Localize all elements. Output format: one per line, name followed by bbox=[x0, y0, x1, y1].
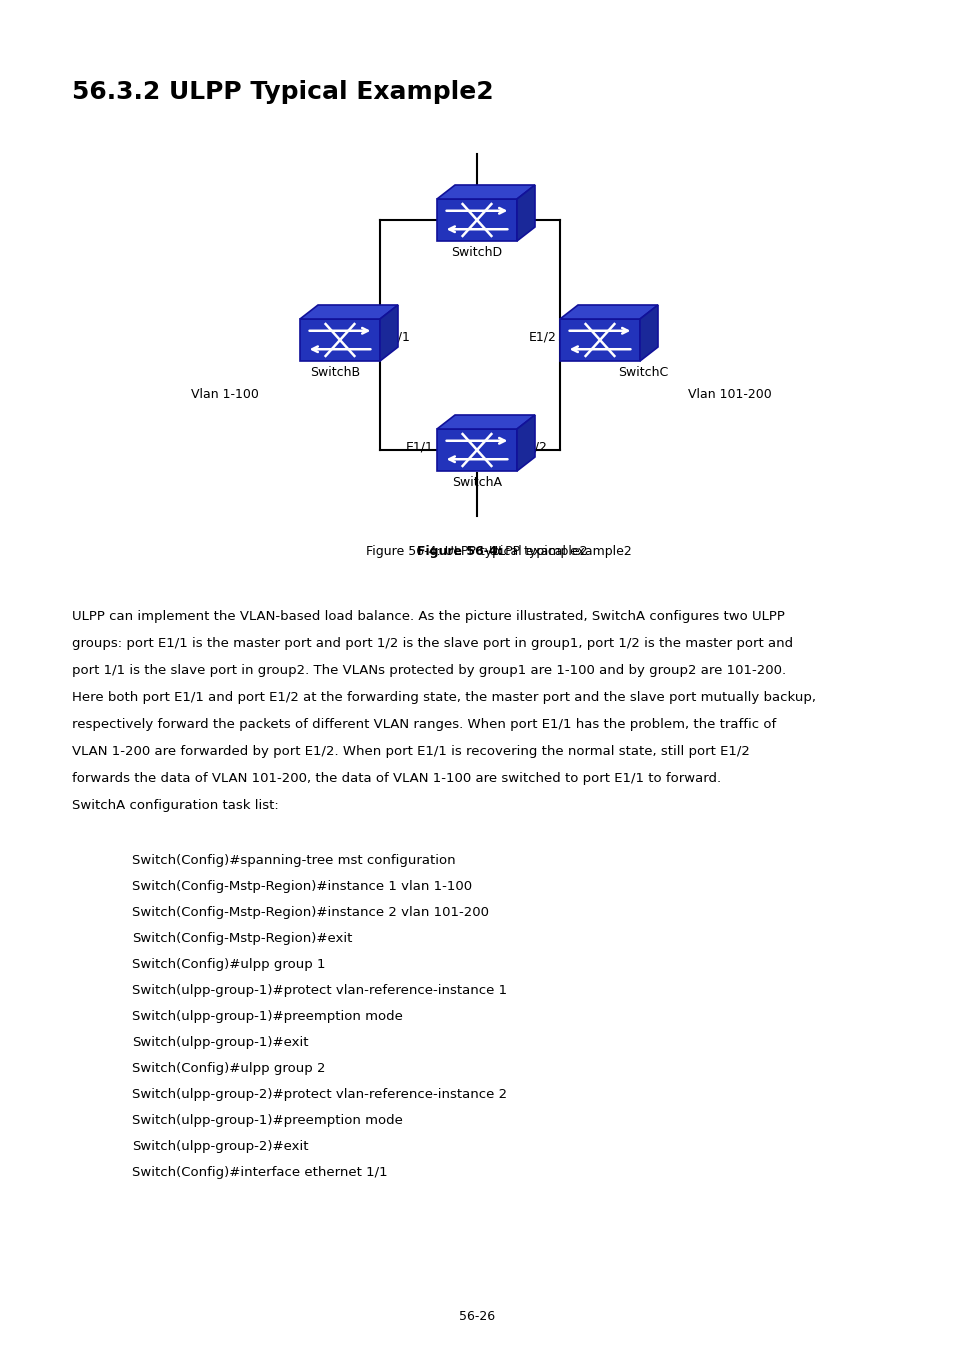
Text: E1/2: E1/2 bbox=[519, 440, 547, 454]
Polygon shape bbox=[436, 185, 535, 198]
Polygon shape bbox=[436, 198, 517, 242]
Text: Switch(Config-Mstp-Region)#exit: Switch(Config-Mstp-Region)#exit bbox=[132, 931, 352, 945]
Text: Switch(ulpp-group-1)#exit: Switch(ulpp-group-1)#exit bbox=[132, 1035, 308, 1049]
Text: Switch(ulpp-group-2)#protect vlan-reference-instance 2: Switch(ulpp-group-2)#protect vlan-refere… bbox=[132, 1088, 507, 1102]
Text: port 1/1 is the slave port in group2. The VLANs protected by group1 are 1-100 an: port 1/1 is the slave port in group2. Th… bbox=[71, 664, 785, 676]
Text: Switch(ulpp-group-2)#exit: Switch(ulpp-group-2)#exit bbox=[132, 1139, 308, 1153]
Text: SwitchA: SwitchA bbox=[452, 477, 501, 489]
Text: Switch(Config-Mstp-Region)#instance 2 vlan 101-200: Switch(Config-Mstp-Region)#instance 2 vl… bbox=[132, 906, 489, 919]
Text: Vlan 101-200: Vlan 101-200 bbox=[687, 389, 771, 401]
Text: ULPP can implement the VLAN-based load balance. As the picture illustrated, Swit: ULPP can implement the VLAN-based load b… bbox=[71, 610, 784, 622]
Text: SwitchC: SwitchC bbox=[618, 366, 667, 379]
Text: 56-26: 56-26 bbox=[458, 1310, 495, 1323]
Text: Switch(Config-Mstp-Region)#instance 1 vlan 1-100: Switch(Config-Mstp-Region)#instance 1 vl… bbox=[132, 880, 472, 892]
Text: Here both port E1/1 and port E1/2 at the forwarding state, the master port and t: Here both port E1/1 and port E1/2 at the… bbox=[71, 691, 815, 703]
Polygon shape bbox=[436, 414, 535, 429]
Text: SwitchA configuration task list:: SwitchA configuration task list: bbox=[71, 799, 278, 811]
Text: Switch(ulpp-group-1)#preemption mode: Switch(ulpp-group-1)#preemption mode bbox=[132, 1114, 402, 1127]
Text: E1/1: E1/1 bbox=[406, 440, 434, 454]
Polygon shape bbox=[299, 319, 379, 360]
Polygon shape bbox=[559, 319, 639, 360]
Text: forwards the data of VLAN 101-200, the data of VLAN 1-100 are switched to port E: forwards the data of VLAN 101-200, the d… bbox=[71, 772, 720, 784]
Polygon shape bbox=[379, 305, 397, 360]
Text: Figure 56-4: ULPP typical example2: Figure 56-4: ULPP typical example2 bbox=[366, 545, 587, 558]
Text: Switch(Config)#spanning-tree mst configuration: Switch(Config)#spanning-tree mst configu… bbox=[132, 855, 456, 867]
Text: respectively forward the packets of different VLAN ranges. When port E1/1 has th: respectively forward the packets of diff… bbox=[71, 718, 776, 730]
Text: 56.3.2 ULPP Typical Example2: 56.3.2 ULPP Typical Example2 bbox=[71, 80, 493, 104]
Text: SwitchD: SwitchD bbox=[451, 246, 502, 259]
Text: E1/1: E1/1 bbox=[382, 331, 411, 343]
Text: Vlan 1-100: Vlan 1-100 bbox=[191, 389, 258, 401]
Polygon shape bbox=[639, 305, 658, 360]
Text: SwitchB: SwitchB bbox=[310, 366, 359, 379]
Text: E1/2: E1/2 bbox=[529, 331, 557, 343]
Polygon shape bbox=[559, 305, 658, 319]
Text: Switch(ulpp-group-1)#preemption mode: Switch(ulpp-group-1)#preemption mode bbox=[132, 1010, 402, 1023]
Text: Figure 56-4:: Figure 56-4: bbox=[416, 545, 502, 558]
Text: groups: port E1/1 is the master port and port 1/2 is the slave port in group1, p: groups: port E1/1 is the master port and… bbox=[71, 637, 792, 649]
Polygon shape bbox=[517, 414, 535, 471]
Text: VLAN 1-200 are forwarded by port E1/2. When port E1/1 is recovering the normal s: VLAN 1-200 are forwarded by port E1/2. W… bbox=[71, 745, 749, 757]
Polygon shape bbox=[517, 185, 535, 242]
Polygon shape bbox=[299, 305, 397, 319]
Text: ULPP typical example2: ULPP typical example2 bbox=[484, 545, 631, 558]
Polygon shape bbox=[436, 429, 517, 471]
Text: Switch(ulpp-group-1)#protect vlan-reference-instance 1: Switch(ulpp-group-1)#protect vlan-refere… bbox=[132, 984, 507, 998]
Text: Switch(Config)#interface ethernet 1/1: Switch(Config)#interface ethernet 1/1 bbox=[132, 1166, 387, 1179]
Text: Switch(Config)#ulpp group 1: Switch(Config)#ulpp group 1 bbox=[132, 958, 325, 971]
Text: Switch(Config)#ulpp group 2: Switch(Config)#ulpp group 2 bbox=[132, 1062, 325, 1075]
